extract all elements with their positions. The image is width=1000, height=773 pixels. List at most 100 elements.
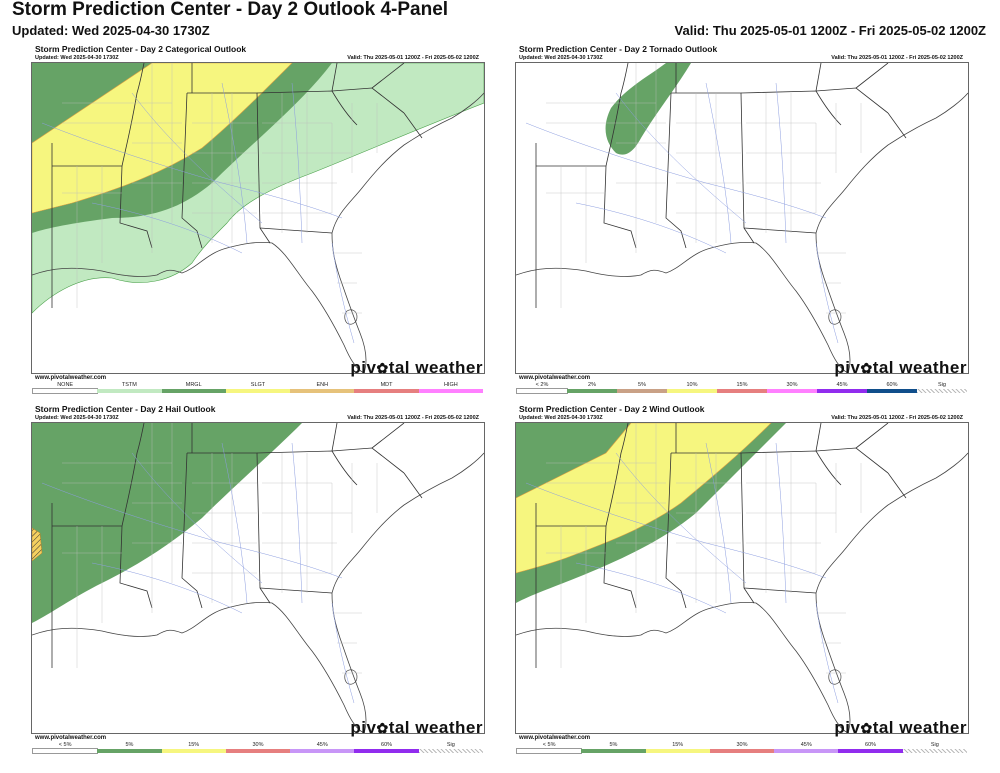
hail-map[interactable] bbox=[31, 422, 485, 734]
tornado-legend: < 2% 2% 5% 10% 15% 30% 45% 60% Sig bbox=[516, 382, 967, 395]
legend-item: HIGH bbox=[418, 382, 483, 395]
categorical-outlook-panel: Storm Prediction Center - Day 2 Categori… bbox=[31, 42, 485, 402]
wind-outlook-panel: Storm Prediction Center - Day 2 Wind Out… bbox=[515, 402, 969, 762]
wind-legend: < 5% 5% 15% 30% 45% 60% Sig bbox=[515, 742, 967, 755]
panel-valid: Valid: Thu 2025-05-01 1200Z - Fri 2025-0… bbox=[831, 55, 963, 61]
legend-label: < 2% bbox=[535, 382, 549, 388]
legend-swatch bbox=[354, 389, 419, 393]
legend-swatch bbox=[709, 749, 775, 753]
legend-label: 2% bbox=[588, 382, 596, 388]
legend-swatch bbox=[516, 388, 568, 394]
legend-label: 45% bbox=[836, 382, 848, 388]
tornado-map[interactable] bbox=[515, 62, 969, 374]
legend-item: < 5% bbox=[31, 742, 99, 755]
legend-label: 5% bbox=[609, 742, 618, 748]
legend-item: < 5% bbox=[515, 742, 583, 755]
legend-label: < 5% bbox=[58, 742, 72, 748]
panel-valid: Valid: Thu 2025-05-01 1200Z - Fri 2025-0… bbox=[347, 55, 479, 61]
legend-swatch bbox=[567, 389, 617, 393]
credit-text: www.pivotalweather.com bbox=[519, 375, 591, 381]
categorical-map[interactable] bbox=[31, 62, 485, 374]
legend-swatch bbox=[418, 389, 483, 393]
legend-item: SLGT bbox=[225, 382, 291, 395]
panel-valid: Valid: Thu 2025-05-01 1200Z - Fri 2025-0… bbox=[831, 415, 963, 421]
legend-label: ENH bbox=[316, 382, 329, 388]
legend-swatch bbox=[617, 389, 667, 393]
legend-swatch bbox=[774, 749, 839, 753]
panel-title: Storm Prediction Center - Day 2 Hail Out… bbox=[35, 404, 216, 414]
legend-label: 30% bbox=[786, 382, 798, 388]
legend-label: MDT bbox=[380, 382, 393, 388]
legend-swatch bbox=[290, 749, 355, 753]
legend-item: NONE bbox=[31, 382, 99, 395]
legend-label: 15% bbox=[188, 742, 200, 748]
legend-swatch bbox=[867, 389, 917, 393]
legend-label: HIGH bbox=[443, 382, 458, 388]
legend-label: TSTM bbox=[121, 382, 137, 388]
legend-swatch bbox=[817, 389, 867, 393]
legend-item: Sig bbox=[917, 382, 967, 395]
legend-item: 15% bbox=[645, 742, 710, 755]
legend-item: Sig bbox=[902, 742, 967, 755]
wind-map[interactable] bbox=[515, 422, 969, 734]
legend-label: 60% bbox=[865, 742, 877, 748]
legend-item: 45% bbox=[290, 742, 355, 755]
panel-valid: Valid: Thu 2025-05-01 1200Z - Fri 2025-0… bbox=[347, 415, 479, 421]
legend-label: 15% bbox=[672, 742, 684, 748]
legend-swatch bbox=[902, 749, 967, 753]
credit-text: www.pivotalweather.com bbox=[35, 375, 107, 381]
legend-item: MDT bbox=[354, 382, 419, 395]
legend-label: < 5% bbox=[542, 742, 556, 748]
legend-swatch bbox=[225, 749, 291, 753]
legend-swatch bbox=[418, 749, 483, 753]
panel-updated: Updated: Wed 2025-04-30 1730Z bbox=[519, 55, 603, 61]
pivotal-weather-logo: piv✿tal weather bbox=[350, 718, 483, 737]
page-title: Storm Prediction Center - Day 2 Outlook … bbox=[12, 0, 449, 20]
legend-swatch bbox=[290, 389, 355, 393]
legend-item: 30% bbox=[767, 382, 817, 395]
gear-star-icon: ✿ bbox=[860, 360, 873, 376]
legend-label: 45% bbox=[800, 742, 812, 748]
legend-item: Sig bbox=[418, 742, 483, 755]
legend-item: 2% bbox=[567, 382, 617, 395]
legend-label: 5% bbox=[638, 382, 646, 388]
legend-swatch bbox=[31, 388, 99, 394]
panel-updated: Updated: Wed 2025-04-30 1730Z bbox=[35, 55, 119, 61]
legend-swatch bbox=[161, 389, 226, 393]
legend-label: 10% bbox=[686, 382, 698, 388]
legend-label: 30% bbox=[736, 742, 748, 748]
legend-item: < 2% bbox=[516, 382, 568, 395]
legend-item: ENH bbox=[290, 382, 355, 395]
panel-title: Storm Prediction Center - Day 2 Wind Out… bbox=[519, 404, 705, 414]
credit-text: www.pivotalweather.com bbox=[519, 735, 591, 741]
credit-text: www.pivotalweather.com bbox=[35, 735, 107, 741]
gear-star-icon: ✿ bbox=[376, 360, 389, 376]
hail-outlook-panel: Storm Prediction Center - Day 2 Hail Out… bbox=[31, 402, 485, 762]
panel-title: Storm Prediction Center - Day 2 Tornado … bbox=[519, 44, 718, 54]
legend-item: 15% bbox=[161, 742, 226, 755]
legend-item: 60% bbox=[838, 742, 903, 755]
pivotal-weather-logo: piv✿tal weather bbox=[350, 358, 483, 377]
legend-swatch bbox=[97, 389, 162, 393]
legend-item: 5% bbox=[581, 742, 646, 755]
legend-item: TSTM bbox=[97, 382, 162, 395]
legend-swatch bbox=[31, 748, 99, 754]
pivotal-weather-logo: piv✿tal weather bbox=[834, 718, 967, 737]
legend-item: 5% bbox=[617, 382, 667, 395]
tornado-outlook-panel: Storm Prediction Center - Day 2 Tornado … bbox=[515, 42, 969, 402]
legend-item: 60% bbox=[867, 382, 917, 395]
legend-label: MRGL bbox=[185, 382, 202, 388]
legend-item: MRGL bbox=[161, 382, 226, 395]
legend-swatch bbox=[354, 749, 419, 753]
legend-label: 60% bbox=[886, 382, 898, 388]
updated-time: Updated: Wed 2025-04-30 1730Z bbox=[12, 23, 210, 38]
legend-swatch bbox=[667, 389, 717, 393]
legend-item: 45% bbox=[774, 742, 839, 755]
panel-title: Storm Prediction Center - Day 2 Categori… bbox=[35, 44, 247, 54]
legend-item: 15% bbox=[717, 382, 767, 395]
legend-swatch bbox=[767, 389, 817, 393]
hail-legend: < 5% 5% 15% 30% 45% 60% Sig bbox=[31, 742, 483, 755]
legend-swatch bbox=[97, 749, 162, 753]
legend-label: 15% bbox=[736, 382, 748, 388]
legend-label: 30% bbox=[252, 742, 264, 748]
